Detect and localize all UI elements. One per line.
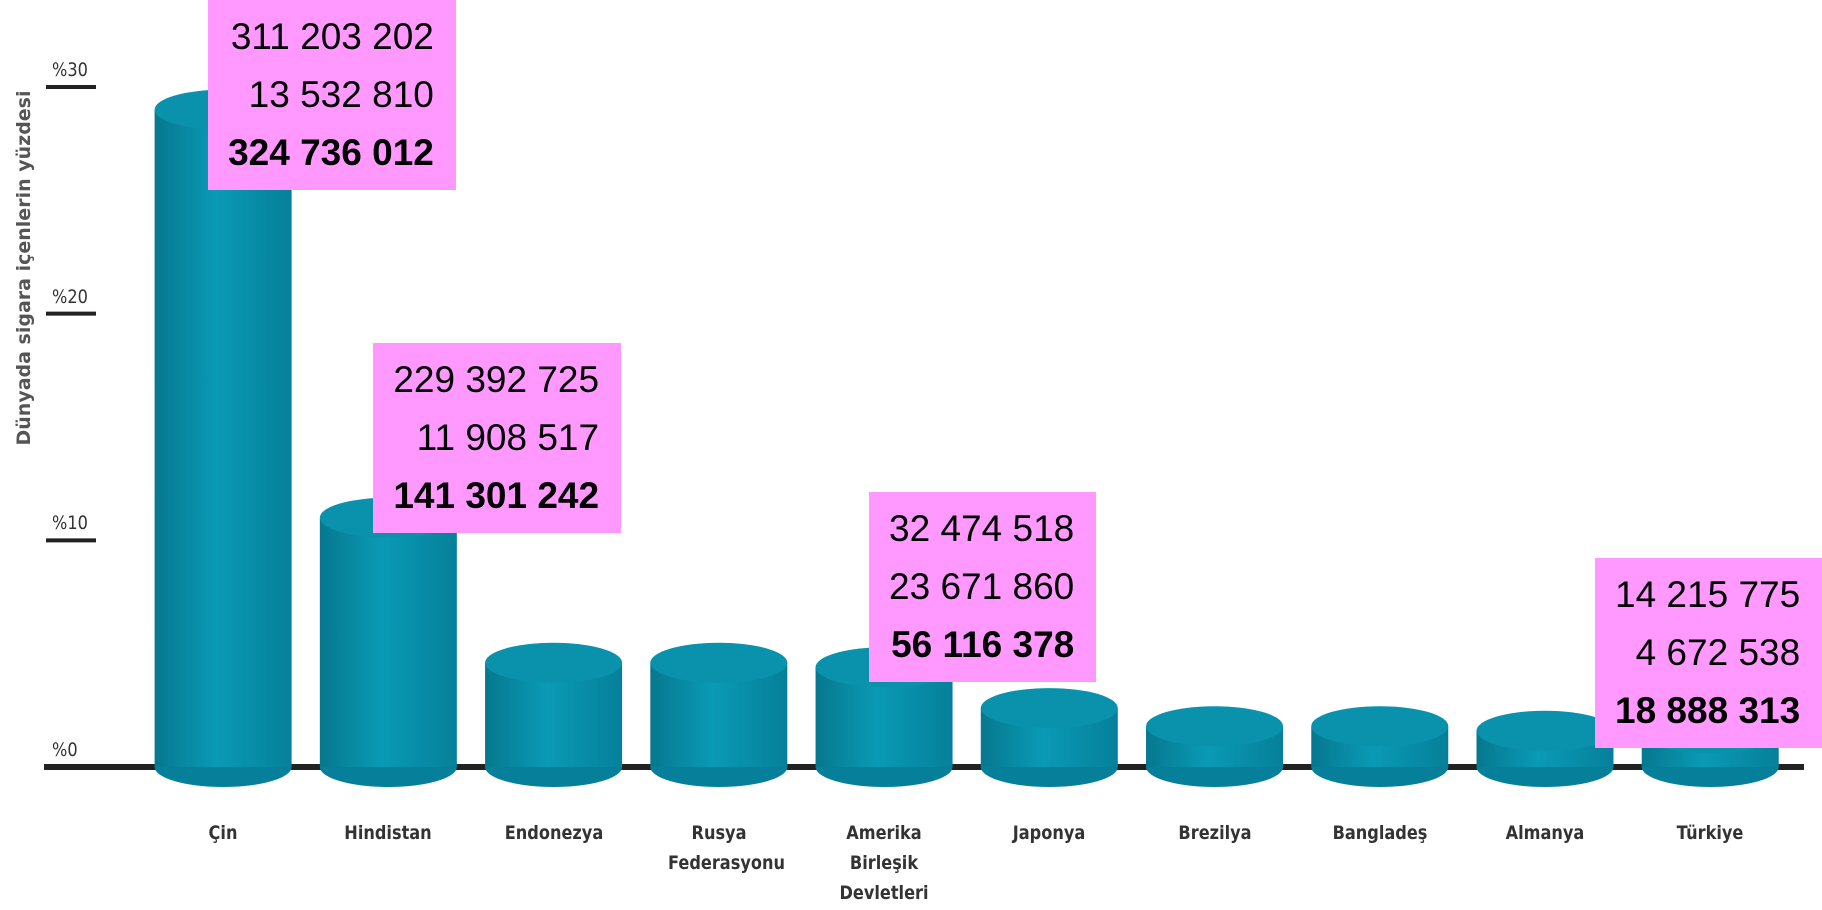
- bar-top: [1146, 706, 1284, 747]
- x-tick-label: Rusya Federasyonu: [667, 822, 785, 874]
- bar: [154, 109, 292, 767]
- annotation-line: 11 908 517: [416, 416, 600, 458]
- bar-top: [650, 642, 788, 683]
- annotation-box: 229 392 725 11 908 517 141 301 242: [373, 342, 622, 533]
- x-tick-label: Amerika Birleşik Devletleri: [839, 822, 929, 904]
- bar-top: [980, 688, 1118, 729]
- bar-top: [1476, 710, 1614, 751]
- y-tick-label: %20: [52, 285, 88, 308]
- annotation-box: 311 203 202 13 532 810 324 736 012: [208, 0, 456, 190]
- annotation-line: 324 736 012: [228, 132, 434, 173]
- x-tick-label: Türkiye: [1676, 822, 1744, 844]
- annotation-box: 32 474 518 23 671 860 56 116 378: [869, 492, 1097, 683]
- x-tick-label: Brezilya: [1177, 822, 1252, 844]
- annotation-line: 13 532 810: [248, 74, 434, 115]
- annotation-line: 141 301 242: [393, 474, 600, 516]
- y-axis-label: Dünyada sigara içenlerin yüzdesi: [13, 90, 35, 446]
- x-tick-label: Çin: [208, 822, 238, 844]
- annotation-line: 56 116 378: [891, 624, 1075, 666]
- annotation-line: 229 392 725: [393, 358, 600, 400]
- annotation-line: 32 474 518: [889, 508, 1075, 550]
- annotation-line: 18 888 313: [1615, 690, 1801, 731]
- annotation-line: 14 215 775: [1615, 574, 1801, 615]
- x-tick-label: Hindistan: [344, 822, 433, 844]
- x-tick-label: Bangladeş: [1332, 822, 1428, 844]
- x-tick-label: Japonya: [1013, 822, 1086, 844]
- y-tick-label: %0: [52, 739, 78, 761]
- bar: [319, 517, 457, 767]
- annotation-box: 14 215 775 4 672 538 18 888 313: [1595, 558, 1822, 748]
- bar-top: [485, 642, 623, 683]
- bar-top: [1311, 706, 1449, 747]
- x-tick-label: Endonezya: [504, 822, 603, 844]
- x-tick-label: Almanya: [1505, 822, 1585, 844]
- y-tick-label: %10: [52, 512, 88, 535]
- annotation-line: 23 671 860: [889, 566, 1075, 608]
- annotation-line: 4 672 538: [1635, 632, 1801, 673]
- y-tick-label: %30: [52, 59, 88, 81]
- annotation-line: 311 203 202: [230, 16, 434, 57]
